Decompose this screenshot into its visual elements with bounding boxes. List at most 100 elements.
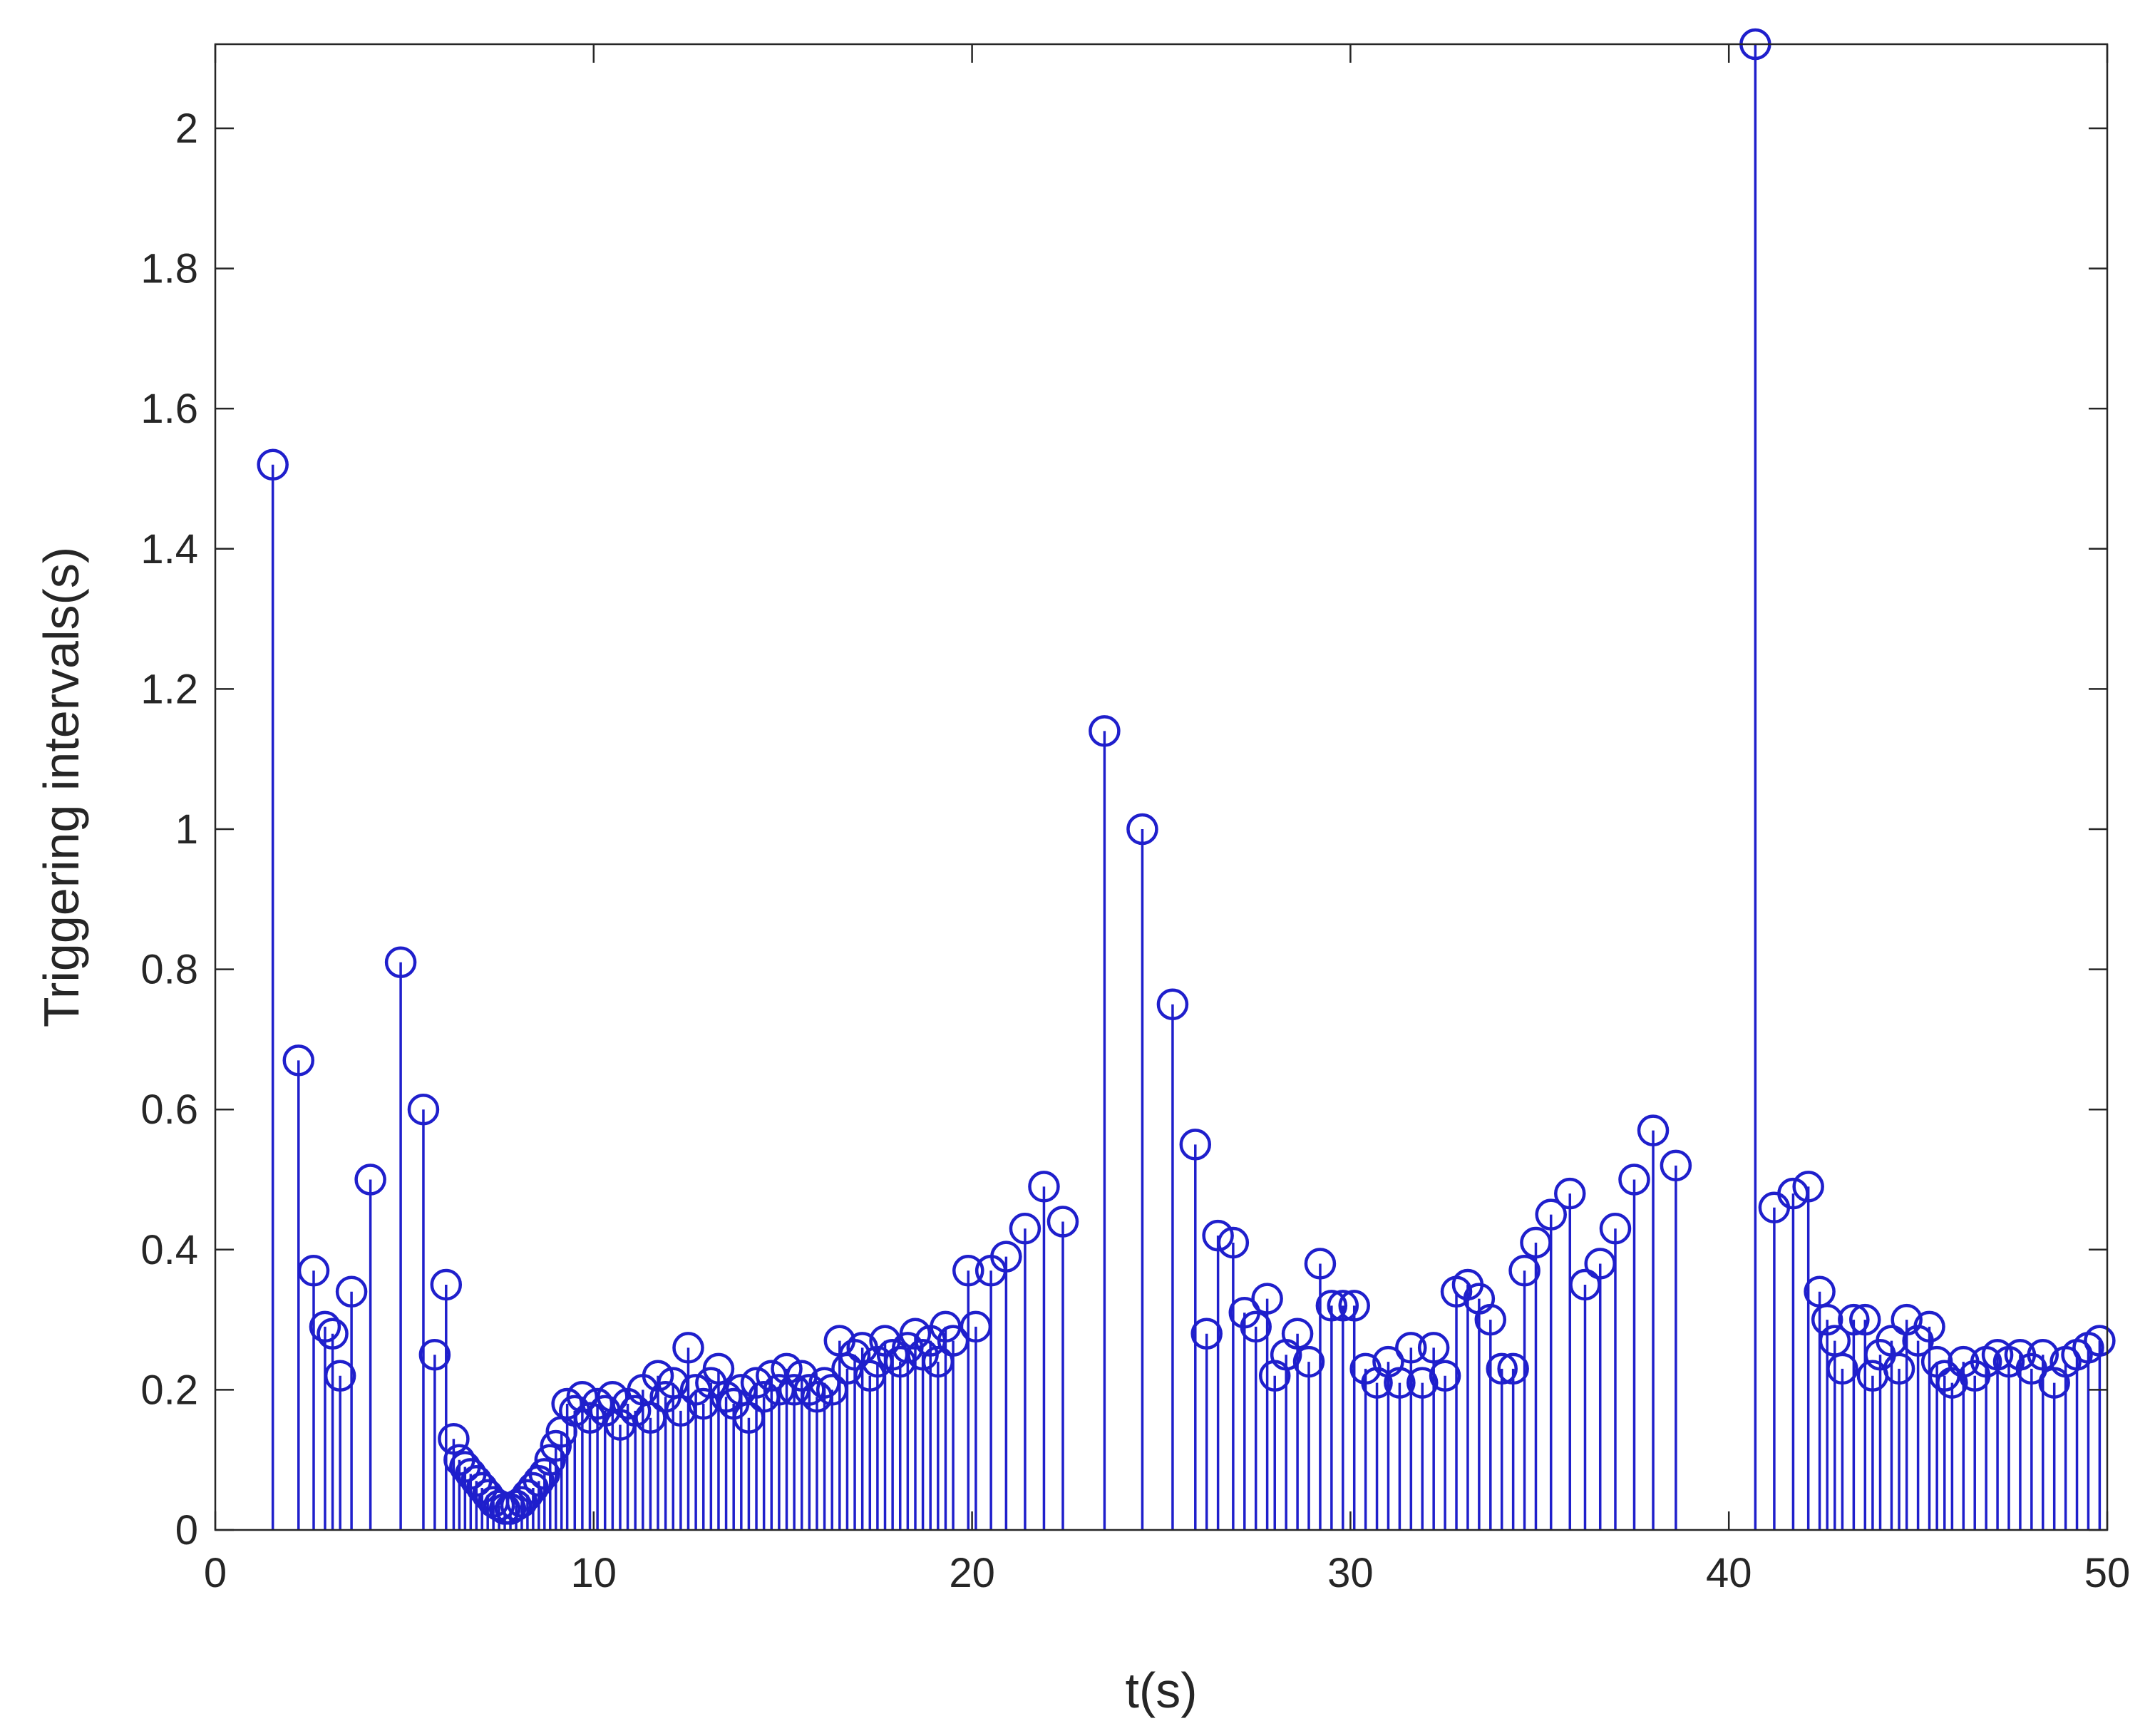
stem-marker — [1535, 1198, 1567, 1231]
y-tick-label: 1.6 — [140, 386, 198, 432]
y-tick-label: 0.4 — [140, 1227, 198, 1273]
stem-marker — [317, 1318, 349, 1350]
x-tick-label: 30 — [1327, 1550, 1374, 1596]
stem-marker — [1429, 1360, 1461, 1392]
stem-marker — [1660, 1149, 1692, 1182]
stem-marker — [960, 1310, 992, 1343]
stem-marker — [335, 1275, 368, 1308]
stem-marker — [1508, 1255, 1541, 1287]
stem-marker — [1240, 1310, 1272, 1343]
stem-marker — [710, 1380, 742, 1413]
stem-marker — [748, 1380, 780, 1413]
stem-marker — [793, 1374, 825, 1406]
x-tick-label: 0 — [204, 1550, 227, 1596]
stem-marker — [257, 448, 289, 481]
stem-marker — [1281, 1318, 1314, 1350]
stem-marker — [551, 1387, 583, 1420]
stem-marker — [899, 1318, 932, 1350]
stem-marker — [771, 1352, 803, 1385]
stem-marker — [1486, 1352, 1518, 1385]
plot-area — [215, 44, 2107, 1530]
stem-marker — [1554, 1177, 1586, 1210]
stem-marker — [384, 946, 417, 979]
x-tick-label: 50 — [2084, 1550, 2131, 1596]
stem-marker — [297, 1255, 330, 1287]
stem-marker — [1384, 1367, 1416, 1399]
stem-marker — [430, 1268, 463, 1301]
stem-marker — [876, 1338, 909, 1371]
stem-marker — [1406, 1367, 1439, 1399]
stem-marker — [1327, 1290, 1359, 1322]
stem-marker — [642, 1360, 674, 1392]
stem-marker — [581, 1387, 614, 1420]
stem-marker — [1474, 1303, 1507, 1336]
stem-marker — [1838, 1303, 1870, 1336]
stem-marker — [1417, 1332, 1450, 1364]
x-axis-ticks: 0 10 20 30 40 50 — [204, 44, 2130, 1596]
stems-group — [271, 44, 2102, 1530]
stem-marker — [282, 1044, 315, 1077]
stem-marker — [1849, 1303, 1881, 1336]
stem-marker — [861, 1345, 894, 1378]
stem-marker — [733, 1402, 765, 1434]
stem-marker — [1304, 1248, 1337, 1280]
y-tick-label: 1.4 — [140, 526, 198, 572]
stem-marker — [619, 1395, 652, 1427]
stem-marker — [990, 1241, 1022, 1273]
stem-marker — [407, 1093, 440, 1126]
x-tick-label: 10 — [571, 1550, 617, 1596]
stem-marker — [816, 1374, 848, 1406]
stem-marker — [1217, 1226, 1250, 1259]
stem-marker — [634, 1402, 667, 1434]
stem-marker — [1826, 1352, 1858, 1385]
stem-marker — [324, 1360, 356, 1392]
stem-marker — [418, 1338, 451, 1371]
stem-marker — [1126, 813, 1158, 846]
axes-box — [214, 43, 2109, 1531]
x-axis-title: t(s) — [1125, 1663, 1197, 1718]
stem-marker — [763, 1374, 796, 1406]
x-tick-label: 20 — [949, 1550, 995, 1596]
stem-marker — [1777, 1177, 1809, 1210]
stem-marker — [1028, 1171, 1060, 1203]
stem-marker — [2027, 1338, 2059, 1371]
y-axis-title: Triggering intervals(s) — [34, 547, 89, 1027]
stem-marker — [1315, 1290, 1348, 1322]
stem-marker — [1251, 1283, 1283, 1315]
stem-marker — [687, 1387, 719, 1420]
stem-marker — [1089, 715, 1121, 747]
stem-marker — [1202, 1219, 1234, 1252]
stem-marker — [354, 1164, 386, 1196]
y-tick-label: 2 — [175, 106, 198, 152]
stem-marker — [438, 1422, 470, 1455]
stem-marker — [566, 1380, 599, 1413]
stem-marker — [1046, 1206, 1079, 1238]
stem-marker — [1190, 1318, 1223, 1350]
y-tick-label: 0 — [175, 1507, 198, 1553]
stem-marker — [664, 1395, 697, 1427]
stem-marker — [1179, 1129, 1212, 1161]
stem-marker — [534, 1444, 567, 1476]
stem-marker — [1811, 1303, 1843, 1336]
stem-marker — [1637, 1114, 1670, 1146]
stem-marker — [838, 1338, 871, 1371]
stem-marker — [1395, 1332, 1427, 1364]
stem-marker — [672, 1332, 704, 1364]
stem-marker — [1520, 1226, 1552, 1259]
stem-marker — [808, 1367, 840, 1399]
stem-marker — [500, 1489, 533, 1521]
x-tick-label: 40 — [1706, 1550, 1752, 1596]
y-tick-label: 0.2 — [140, 1367, 198, 1413]
stem-marker — [309, 1310, 341, 1343]
y-axis-ticks: 0 0.2 0.4 0.6 0.8 1 1.2 1.4 1.6 1.8 2 — [140, 106, 2107, 1553]
stem-marker — [528, 1458, 561, 1490]
stem-marker — [1883, 1352, 1915, 1385]
stem-marker — [1338, 1290, 1370, 1322]
stem-marker — [952, 1255, 984, 1287]
stem-marker — [540, 1429, 572, 1462]
y-tick-label: 1.8 — [140, 246, 198, 292]
stem-marker — [1569, 1268, 1601, 1301]
stem-marker — [2084, 1325, 2116, 1357]
stem-marker — [1156, 988, 1189, 1020]
